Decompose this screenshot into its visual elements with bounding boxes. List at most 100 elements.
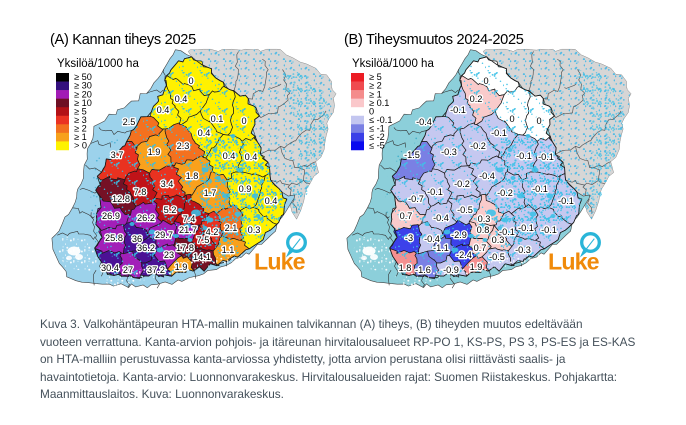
svg-text:-2.9: -2.9 <box>451 230 467 240</box>
svg-text:Luke: Luke <box>254 249 306 275</box>
svg-text:3.7: 3.7 <box>111 150 124 160</box>
svg-text:Yksilöä/1000 ha: Yksilöä/1000 ha <box>57 58 139 70</box>
svg-text:≥ 10: ≥ 10 <box>74 98 92 108</box>
svg-text:0: 0 <box>536 116 541 126</box>
svg-text:-0.4: -0.4 <box>479 171 495 181</box>
svg-text:≥ 20: ≥ 20 <box>74 89 92 99</box>
svg-text:-0.1: -0.1 <box>516 151 532 161</box>
svg-text:-0.1: -0.1 <box>541 225 557 235</box>
svg-text:-0.4: -0.4 <box>424 234 440 244</box>
svg-text:-2.4: -2.4 <box>456 250 472 260</box>
svg-text:12.8: 12.8 <box>112 194 130 204</box>
svg-text:0: 0 <box>241 116 246 126</box>
svg-text:-0.5: -0.5 <box>489 252 505 262</box>
svg-text:-0.1: -0.1 <box>558 196 574 206</box>
svg-text:-0.4: -0.4 <box>433 213 449 223</box>
svg-text:-0.1: -0.1 <box>491 128 507 138</box>
svg-text:≥ 2: ≥ 2 <box>369 81 382 91</box>
svg-text:2.1: 2.1 <box>225 223 238 233</box>
svg-text:≥ 30: ≥ 30 <box>74 81 92 91</box>
svg-text:2.5: 2.5 <box>123 117 136 127</box>
svg-text:17.8: 17.8 <box>176 243 194 253</box>
svg-text:≤ -0.1: ≤ -0.1 <box>369 115 392 125</box>
svg-text:1.9: 1.9 <box>175 262 188 272</box>
svg-text:≥ 0.1: ≥ 0.1 <box>369 98 389 108</box>
svg-text:-0.2: -0.2 <box>497 188 513 198</box>
svg-text:30.4: 30.4 <box>101 263 119 273</box>
svg-text:0.4: 0.4 <box>245 152 258 162</box>
svg-text:1.9: 1.9 <box>470 262 483 272</box>
svg-text:-3: -3 <box>405 233 413 243</box>
svg-text:-0.3: -0.3 <box>441 147 457 157</box>
svg-text:0.1: 0.1 <box>211 114 224 124</box>
svg-text:≥ 1: ≥ 1 <box>74 132 87 142</box>
svg-text:29.7: 29.7 <box>155 230 173 240</box>
svg-text:36: 36 <box>132 234 142 244</box>
svg-text:4.2: 4.2 <box>206 227 219 237</box>
svg-text:0: 0 <box>509 114 514 124</box>
svg-text:-0.1: -0.1 <box>450 105 466 115</box>
svg-text:7.5: 7.5 <box>197 235 210 245</box>
svg-text:-1.6: -1.6 <box>415 265 431 275</box>
svg-text:-0.1: -0.1 <box>532 184 548 194</box>
svg-text:-0.7: -0.7 <box>408 194 424 204</box>
svg-text:7.8: 7.8 <box>134 187 147 197</box>
svg-text:3.4: 3.4 <box>161 179 174 189</box>
svg-text:-0.2: -0.2 <box>470 141 486 151</box>
svg-text:0.4: 0.4 <box>198 128 211 138</box>
svg-text:-0.1: -0.1 <box>518 223 534 233</box>
svg-text:26.9: 26.9 <box>102 211 120 221</box>
svg-text:7.4: 7.4 <box>183 214 196 224</box>
svg-text:0: 0 <box>188 76 193 86</box>
svg-text:0.4: 0.4 <box>157 105 170 115</box>
svg-text:1.8: 1.8 <box>186 171 199 181</box>
svg-text:≤ -2: ≤ -2 <box>369 132 385 142</box>
svg-text:0.7: 0.7 <box>400 211 413 221</box>
svg-text:21.7: 21.7 <box>179 225 197 235</box>
svg-text:Luke: Luke <box>548 249 600 275</box>
svg-text:Yksilöä/1000 ha: Yksilöä/1000 ha <box>352 58 434 70</box>
svg-text:-1.5: -1.5 <box>404 150 420 160</box>
svg-text:≥ 50: ≥ 50 <box>74 72 92 82</box>
svg-text:0.9: 0.9 <box>239 184 252 194</box>
svg-text:0.4: 0.4 <box>223 151 236 161</box>
svg-text:26.2: 26.2 <box>137 213 155 223</box>
svg-text:0.3: 0.3 <box>478 214 491 224</box>
svg-text:14.1: 14.1 <box>193 252 211 262</box>
svg-text:1.9: 1.9 <box>148 147 161 157</box>
svg-text:-0.1: -0.1 <box>538 152 554 162</box>
svg-text:1.8: 1.8 <box>399 263 412 273</box>
svg-text:-0.4: -0.4 <box>416 117 432 127</box>
svg-text:-1.1: -1.1 <box>433 243 449 253</box>
svg-text:≥ 3: ≥ 3 <box>74 115 87 125</box>
svg-text:≤ -5: ≤ -5 <box>369 141 385 151</box>
svg-text:0.3: 0.3 <box>492 235 505 245</box>
svg-text:23: 23 <box>164 250 174 260</box>
svg-text:0.8: 0.8 <box>477 225 490 235</box>
svg-text:-0.1: -0.1 <box>427 187 443 197</box>
svg-text:-0.5: -0.5 <box>457 205 473 215</box>
svg-text:> 0: > 0 <box>74 141 87 151</box>
svg-text:-0.9: -0.9 <box>443 265 459 275</box>
svg-text:37.2: 37.2 <box>147 265 165 275</box>
svg-text:≥ 5: ≥ 5 <box>369 72 382 82</box>
svg-text:-0.2: -0.2 <box>454 179 470 189</box>
svg-text:-0.1: -0.1 <box>499 227 515 237</box>
svg-text:27: 27 <box>123 265 133 275</box>
svg-text:0.4: 0.4 <box>175 94 188 104</box>
svg-text:≥ 5: ≥ 5 <box>74 106 87 116</box>
svg-text:0.2: 0.2 <box>470 94 483 104</box>
svg-text:0.4: 0.4 <box>265 196 278 206</box>
svg-text:25.8: 25.8 <box>105 233 123 243</box>
svg-text:5.2: 5.2 <box>164 205 177 215</box>
svg-text:1.1: 1.1 <box>222 245 235 255</box>
svg-text:1.7: 1.7 <box>204 188 217 198</box>
svg-text:≥ 1: ≥ 1 <box>369 89 382 99</box>
svg-text:≥ 2: ≥ 2 <box>74 123 87 133</box>
svg-text:2.3: 2.3 <box>177 141 190 151</box>
svg-text:-0.3: -0.3 <box>515 245 531 255</box>
svg-text:≤ -1: ≤ -1 <box>369 123 385 133</box>
svg-text:0: 0 <box>483 76 488 86</box>
svg-text:0.7: 0.7 <box>474 243 487 253</box>
svg-text:0.3: 0.3 <box>248 225 261 235</box>
